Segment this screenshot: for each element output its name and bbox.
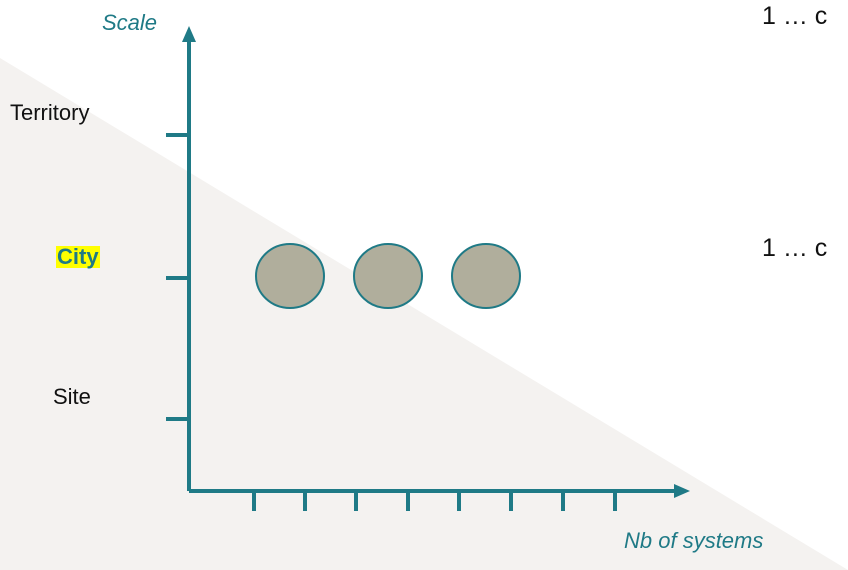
side-text-top: 1 … c [762,2,828,30]
y-tick-label-territory: Territory [10,100,90,125]
side-text-middle: 1 … c [762,234,828,262]
system-circle [353,243,423,309]
x-axis-title: Nb of systems [624,528,764,553]
x-axis-arrowhead [674,484,690,498]
system-circle [255,243,325,309]
y-axis-arrowhead [182,26,196,42]
system-circle [451,243,521,309]
y-tick-label-site: Site [53,384,91,409]
y-axis-title: Scale [102,10,158,35]
y-tick-label-city: City [56,244,100,269]
